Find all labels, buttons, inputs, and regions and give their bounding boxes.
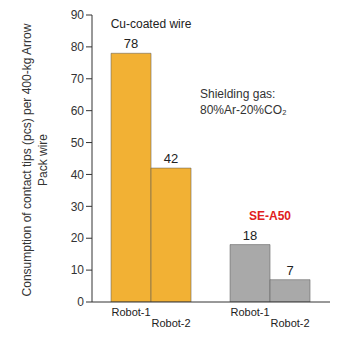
svg-text:Cu-coated wire: Cu-coated wire xyxy=(111,17,192,31)
svg-text:Robot-1: Robot-1 xyxy=(111,306,150,318)
svg-text:50: 50 xyxy=(71,136,85,150)
svg-text:80: 80 xyxy=(71,40,85,54)
svg-text:Robot-2: Robot-2 xyxy=(151,317,190,329)
svg-text:Robot-1: Robot-1 xyxy=(230,306,269,318)
svg-text:0: 0 xyxy=(77,295,84,309)
html-text:Consumption of contact tips (p: Consumption of contact tips (pcs) per 40… xyxy=(20,23,50,297)
svg-text:60: 60 xyxy=(71,104,85,118)
html-text:Shielding gas: 80%Ar-20%CO₂: Shielding gas: 80%Ar-20%CO₂ xyxy=(200,87,287,117)
svg-text:70: 70 xyxy=(71,72,85,86)
svg-text:30: 30 xyxy=(71,200,85,214)
svg-text:Robot-2: Robot-2 xyxy=(270,317,309,329)
svg-text:7: 7 xyxy=(286,263,293,278)
svg-text:20: 20 xyxy=(71,231,85,245)
svg-text:SE-A50: SE-A50 xyxy=(249,209,291,223)
svg-text:40: 40 xyxy=(71,168,85,182)
svg-text:90: 90 xyxy=(71,8,85,22)
svg-text:42: 42 xyxy=(164,151,178,166)
svg-text:18: 18 xyxy=(243,228,257,243)
svg-text:10: 10 xyxy=(71,263,85,277)
svg-text:78: 78 xyxy=(124,36,138,51)
